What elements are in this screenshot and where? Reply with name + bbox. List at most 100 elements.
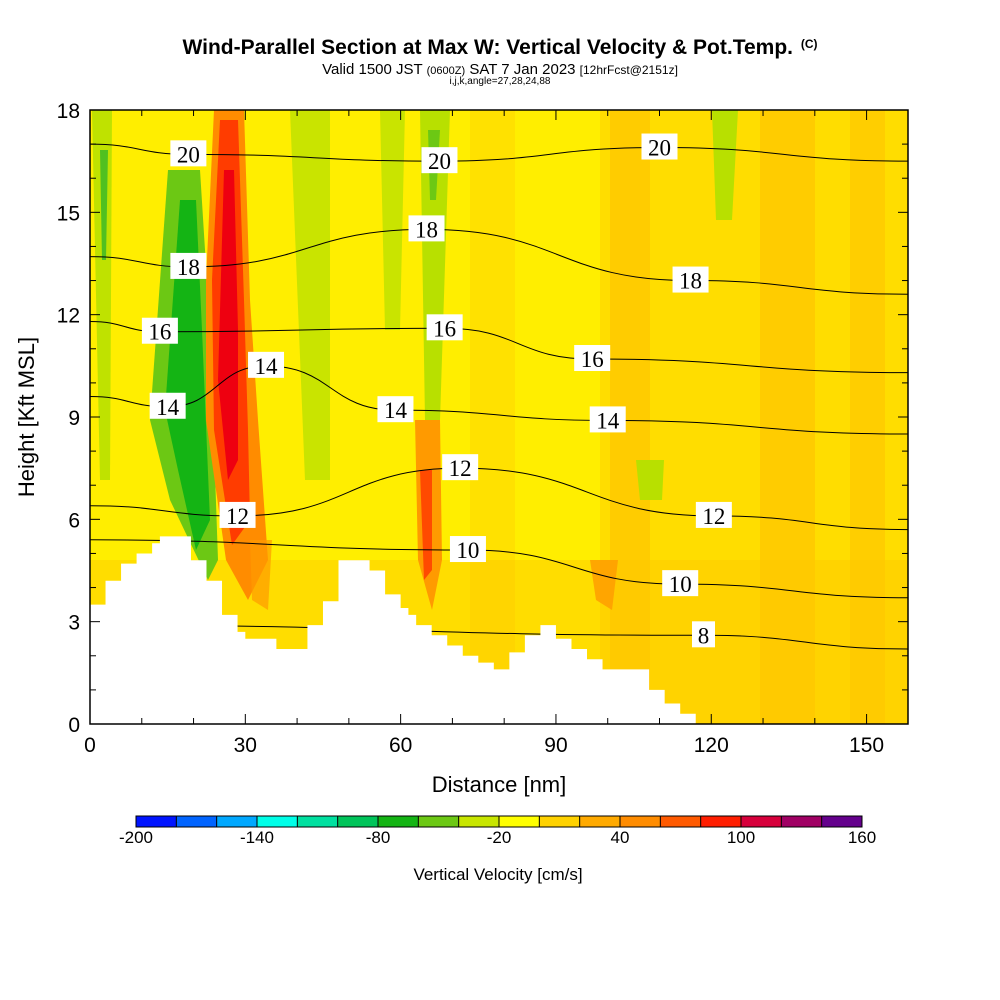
contour-labels: 20 20 20 18 18 18 16 16 16 14 14 14 14 12 12 12 10 10 8 [141, 133, 732, 648]
contour-label: 14 [156, 395, 180, 420]
y-axis: 0 3 6 9 12 15 18 [57, 100, 908, 737]
colorbar-swatch [297, 816, 339, 827]
colorbar-swatch [499, 816, 540, 827]
downdraft-core-west [100, 150, 108, 260]
colorbar-swatch [378, 816, 419, 827]
valid-utc: (0600Z) [426, 65, 466, 77]
colorbar-tick-label: 100 [727, 828, 755, 847]
contour-label: 10 [456, 538, 479, 563]
contour-label: 16 [581, 347, 604, 372]
colorbar-swatch [216, 816, 258, 827]
x-tick-label: 90 [544, 734, 567, 757]
colorbar-swatch [781, 816, 823, 827]
contour-label-box [377, 396, 414, 423]
downdraft-band-lee-core [165, 200, 210, 550]
contour-label: 20 [428, 149, 451, 174]
colorbar-swatch [257, 816, 298, 827]
terrain-mask [90, 536, 696, 724]
field-band-d [470, 110, 515, 724]
colorbar-swatch [821, 816, 863, 827]
chart-title: Wind-Parallel Section at Max W: Vertical… [0, 36, 1000, 60]
contour-label: 16 [433, 316, 456, 341]
contour-label: 18 [679, 269, 702, 294]
contour-label: 8 [698, 623, 710, 648]
contour-label-box [692, 621, 715, 648]
contour-label-box [672, 266, 709, 293]
contour-label-box [695, 501, 732, 528]
contour-label-box [170, 252, 207, 279]
y-tick-label: 6 [68, 509, 80, 532]
y-tick-label: 3 [68, 612, 80, 635]
copyright-mark: (C) [800, 37, 818, 51]
y-tick-label: 12 [57, 305, 80, 328]
field-band-b [760, 110, 815, 724]
y-axis-label: Height [Kft MSL] [14, 337, 39, 497]
potential-temperature-contours [90, 143, 908, 650]
field-band-c [850, 110, 885, 724]
isentrope-8 [90, 624, 908, 650]
contour-label-box [449, 536, 486, 563]
valid-date: SAT 7 Jan 2023 [469, 61, 576, 78]
colorbar-tick-label: -200 [119, 828, 153, 847]
valid-prefix: Valid 1500 JST [322, 61, 423, 78]
colorbar-swatch [620, 816, 661, 827]
x-axis: 0 30 60 90 120 150 [84, 110, 884, 757]
contour-label-box [641, 133, 678, 160]
downdraft-patch-east [636, 460, 664, 500]
x-tick-label: 60 [389, 734, 412, 757]
chart-title-text: Wind-Parallel Section at Max W: Vertical… [182, 36, 793, 59]
contour-label-box [426, 314, 463, 341]
colorbar-swatch [741, 816, 782, 827]
x-tick-label: 120 [694, 734, 729, 757]
colorbar-swatch [136, 816, 177, 827]
colorbar-swatch [660, 816, 702, 827]
contour-label: 14 [384, 398, 408, 423]
contour-label-box [442, 454, 479, 481]
updraft-plume-core [218, 170, 238, 480]
updraft-secondary-core [420, 470, 432, 580]
contour-label: 12 [449, 456, 472, 481]
contour-label-box [589, 406, 626, 433]
y-tick-label: 0 [68, 714, 80, 737]
contour-label: 14 [255, 354, 279, 379]
contour-label-box [421, 147, 458, 174]
contour-label-box [170, 140, 207, 167]
colorbar-swatch [579, 816, 621, 827]
downdraft-streak-mid [290, 110, 330, 480]
colorbar: -200 -140 -80 -20 40 100 160 [119, 815, 876, 847]
isentrope-10 [90, 539, 908, 599]
contour-label-box [149, 392, 186, 419]
contour-label: 18 [177, 255, 200, 280]
x-axis-label: Distance [nm] [432, 772, 567, 797]
colorbar-swatch [176, 816, 218, 827]
contour-label: 16 [148, 320, 171, 345]
forecast-info: [12hrFcst@2151z] [579, 63, 678, 77]
downdraft-streak-c [420, 110, 450, 420]
colorbar-label: Vertical Velocity [cm/s] [413, 865, 582, 884]
colorbar-tick-label: -20 [487, 828, 512, 847]
y-tick-label: 18 [57, 100, 80, 123]
colorbar-swatch [418, 816, 460, 827]
x-tick-label: 150 [849, 734, 884, 757]
colorbar-tick-label: -80 [366, 828, 391, 847]
x-tick-label: 30 [234, 734, 257, 757]
x-tick-label: 0 [84, 734, 96, 757]
y-tick-label: 9 [68, 407, 80, 430]
contour-label: 10 [669, 572, 692, 597]
contour-label-box [219, 501, 256, 528]
contour-label: 20 [648, 136, 671, 161]
y-tick-label: 15 [57, 202, 80, 225]
contour-label-box [408, 215, 445, 242]
colorbar-tick-label: 40 [611, 828, 630, 847]
contour-label: 14 [596, 408, 620, 433]
updraft-patch-lee [250, 540, 272, 610]
valid-time-line: Valid 1500 JST (0600Z) SAT 7 Jan 2023 [1… [0, 61, 1000, 78]
downdraft-streak-b [380, 110, 405, 330]
colorbar-swatch [337, 816, 379, 827]
grid-indices: i,j,k,angle=27,28,24,88 [449, 76, 551, 87]
colorbar-tick-label: -140 [240, 828, 274, 847]
contour-label: 18 [415, 217, 438, 242]
contour-label: 12 [702, 504, 725, 529]
contour-label: 20 [177, 142, 200, 167]
contour-label-box [574, 345, 611, 372]
